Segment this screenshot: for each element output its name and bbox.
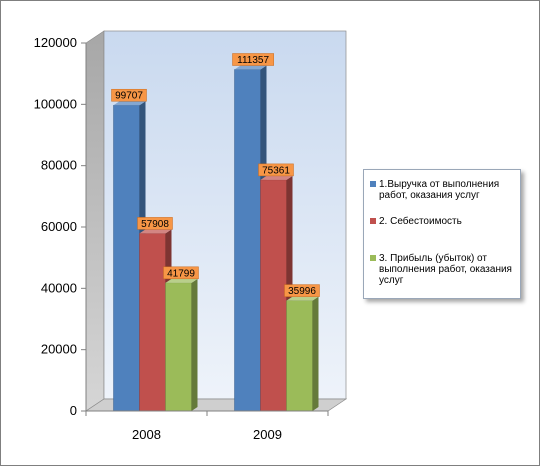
- bar: [286, 296, 319, 412]
- bar-top: [260, 175, 293, 180]
- legend-label-profit: 3. Прибыль (убыток) от выполнения работ,…: [379, 253, 512, 286]
- bar-front: [260, 179, 287, 412]
- data-label: 111357: [232, 53, 274, 66]
- data-label-box: [232, 53, 274, 66]
- side-wall: [85, 30, 105, 412]
- data-label-value: 75361: [262, 165, 290, 176]
- bar-front: [139, 233, 166, 412]
- bar-front: [165, 282, 192, 412]
- y-tick-label: 40000: [41, 280, 77, 295]
- legend-swatch-cost: [370, 218, 376, 224]
- x-tick-label: 2008: [132, 427, 161, 442]
- bar-top: [286, 296, 319, 301]
- bar: [165, 278, 198, 412]
- bar-top: [139, 229, 172, 234]
- data-label-value: 41799: [167, 268, 195, 279]
- y-tick-label: 100000: [34, 96, 77, 111]
- bar-front: [234, 69, 261, 412]
- legend: 1.Выручка от выполнения работ, оказания …: [363, 169, 521, 299]
- data-label-value: 111357: [237, 55, 269, 66]
- data-label-box: [111, 88, 147, 102]
- bar-side: [191, 278, 198, 411]
- bar-front: [286, 300, 313, 412]
- data-label: 75361: [258, 163, 294, 177]
- legend-swatch-profit: [370, 255, 376, 261]
- bar-top: [234, 65, 267, 70]
- y-tick-label: 80000: [41, 158, 77, 173]
- y-tick-label: 0: [70, 403, 77, 418]
- data-label: 41799: [163, 266, 199, 280]
- y-tick-label: 120000: [34, 35, 77, 50]
- data-label-box: [163, 266, 199, 280]
- bar-top: [113, 101, 146, 106]
- bar-side: [312, 296, 319, 411]
- data-labels: 99707 57908 41799 111357 75361 35996: [111, 53, 320, 297]
- y-tick-label: 60000: [41, 219, 77, 234]
- legend-label-cost: 2. Себестоимость: [379, 216, 462, 227]
- x-tick-label: 2009: [253, 427, 282, 442]
- data-label-value: 35996: [288, 286, 316, 297]
- data-label-box: [258, 163, 294, 177]
- data-label: 57908: [137, 217, 173, 230]
- data-label-value: 99707: [115, 91, 143, 102]
- data-label: 99707: [111, 88, 147, 102]
- legend-swatch-revenue: [370, 181, 376, 187]
- y-tick-label: 20000: [41, 342, 77, 357]
- data-label-value: 57908: [141, 219, 169, 230]
- data-label: 35996: [284, 284, 320, 297]
- bar-top: [165, 278, 198, 283]
- data-label-box: [137, 217, 173, 230]
- y-axis: 0 20000 40000 60000 80000 100000 120000: [34, 35, 87, 418]
- data-label-box: [284, 284, 320, 297]
- bar-front: [113, 104, 140, 412]
- legend-label-revenue: 1.Выручка от выполнения работ, оказания …: [379, 179, 500, 201]
- x-axis: 2008 2009: [85, 410, 329, 442]
